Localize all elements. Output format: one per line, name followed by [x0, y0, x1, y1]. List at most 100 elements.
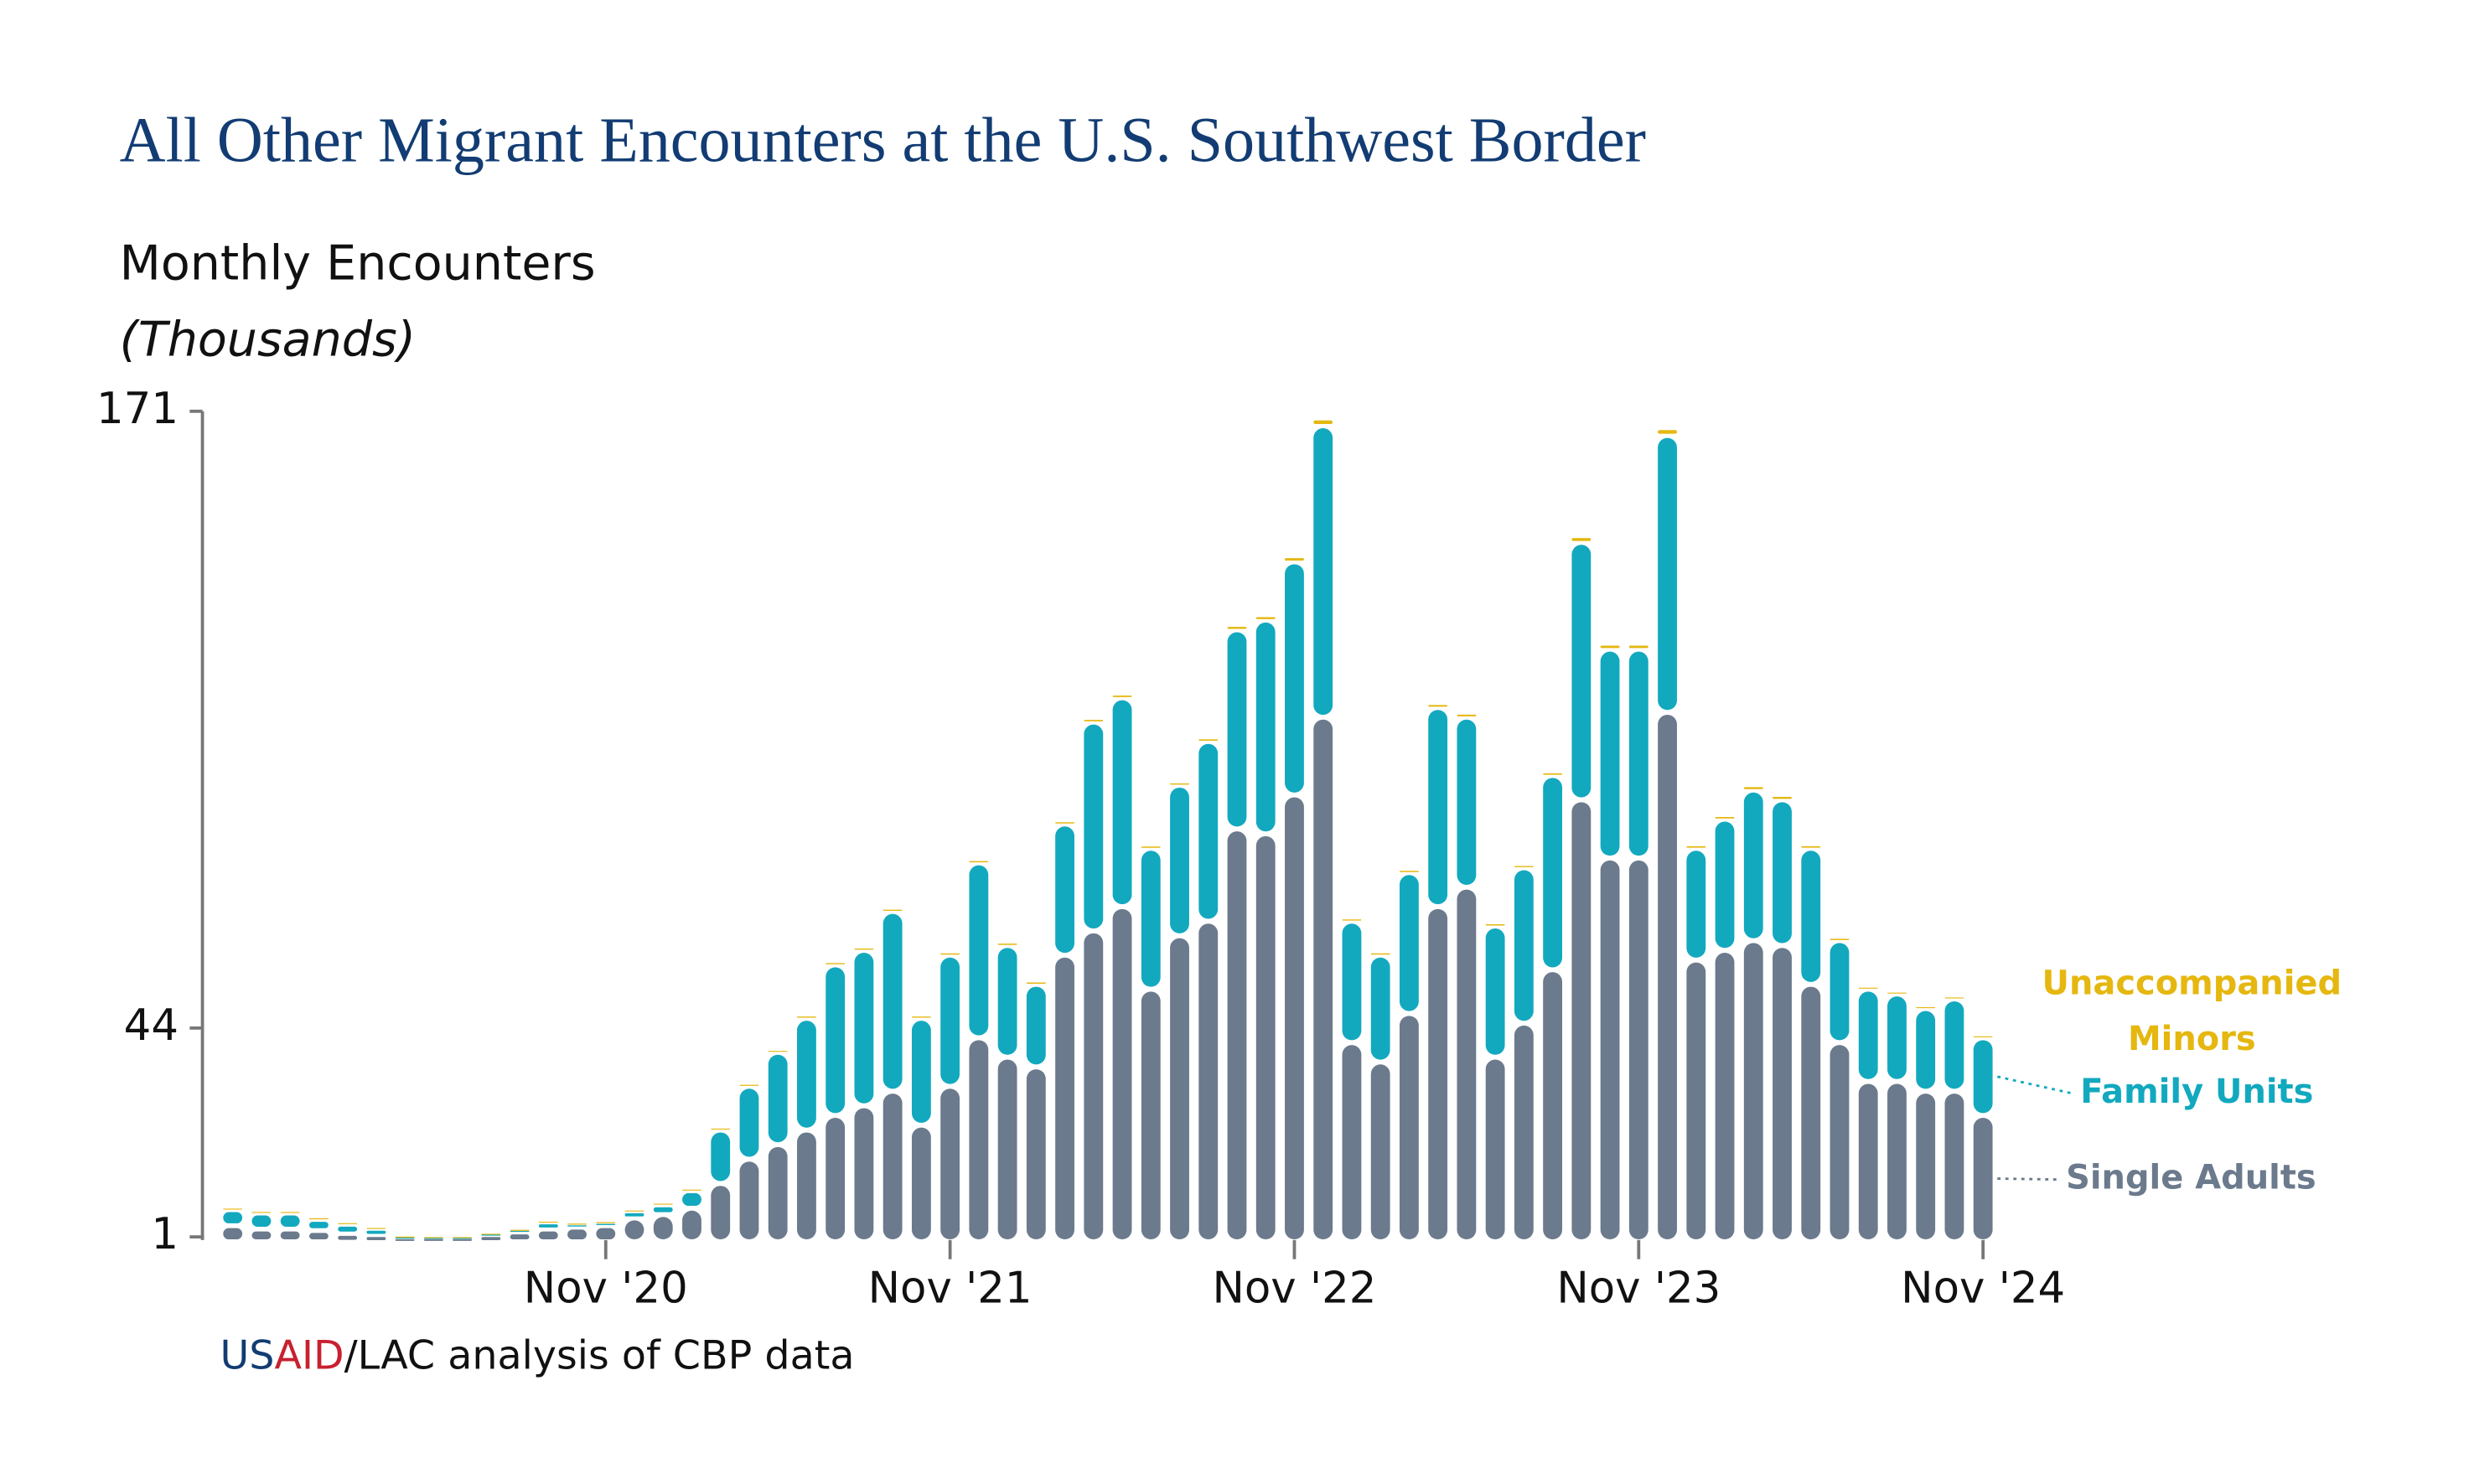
- bar-segment: [624, 1220, 644, 1240]
- bar-segment: [1112, 700, 1132, 905]
- bar-segment: [1428, 705, 1448, 707]
- bar-segment: [940, 1088, 960, 1240]
- bar-segment: [453, 1237, 473, 1238]
- bar-segment: [1313, 420, 1333, 425]
- bar-segment: [1715, 817, 1735, 819]
- bar-segment: [1285, 564, 1304, 793]
- bar-segment: [768, 1054, 788, 1143]
- bar-segment: [309, 1233, 329, 1240]
- y-tick-label: 44: [124, 1001, 179, 1051]
- bar-segment: [739, 1084, 759, 1086]
- bar-segment: [1112, 908, 1132, 1240]
- bar-segment: [338, 1226, 358, 1232]
- bar-segment: [940, 957, 960, 1084]
- y-axis-label: (Thousands): [120, 313, 416, 368]
- bar-segment: [1055, 957, 1074, 1240]
- bar-segment: [911, 1021, 931, 1123]
- bar-segment: [596, 1223, 616, 1226]
- bar-segment: [969, 865, 989, 1036]
- bar-segment: [510, 1230, 530, 1233]
- bar-segment: [1170, 938, 1189, 1240]
- bar-segment: [1428, 710, 1448, 905]
- bar-segment: [1944, 1094, 1964, 1240]
- bar-segment: [797, 1016, 816, 1018]
- bar-segment: [538, 1224, 558, 1228]
- chart-title: All Other Migrant Encounters at the U.S.…: [120, 106, 1646, 176]
- source-part: /LAC analysis of CBP data: [344, 1333, 855, 1379]
- bar-segment: [911, 1016, 931, 1018]
- legend-leader: [1996, 1075, 2073, 1095]
- bar-segment: [1628, 651, 1648, 856]
- bar-segment: [1887, 992, 1907, 994]
- bar-segment: [1084, 933, 1104, 1240]
- bar-segment: [1715, 821, 1735, 949]
- source-part: AID: [274, 1333, 344, 1379]
- bar-segment: [453, 1238, 473, 1241]
- y-tick-label: 1: [151, 1209, 179, 1259]
- bar-segment: [366, 1230, 386, 1234]
- bar-segment: [1170, 783, 1189, 785]
- bar-segment: [1916, 1011, 1936, 1089]
- bar-segment: [1514, 1025, 1534, 1240]
- bar-segment: [997, 1059, 1017, 1240]
- bar-segment: [1255, 622, 1276, 832]
- bar-segment: [251, 1212, 272, 1213]
- bar-segment: [1600, 651, 1620, 856]
- bar-segment: [682, 1192, 701, 1207]
- bar-segment: [1830, 938, 1850, 940]
- bar-segment: [251, 1215, 272, 1227]
- bar-segment: [567, 1225, 587, 1227]
- bar-segment: [1255, 617, 1276, 619]
- bar-segment: [538, 1221, 558, 1223]
- bar-segment: [481, 1234, 501, 1236]
- bar-segment: [997, 948, 1017, 1055]
- bar-segment: [251, 1231, 272, 1240]
- x-tick-label: Nov '23: [1556, 1264, 1721, 1314]
- bar-segment: [567, 1229, 587, 1240]
- bar-segment: [1543, 773, 1563, 775]
- bar-segment: [1944, 997, 1964, 999]
- bar-segment: [1830, 1045, 1850, 1240]
- bar-segment: [711, 1132, 731, 1182]
- bar-segment: [366, 1237, 386, 1241]
- bar-segment: [1285, 558, 1304, 561]
- bar-segment: [711, 1128, 731, 1130]
- bar-segment: [223, 1228, 243, 1240]
- bar-segment: [1773, 797, 1792, 799]
- bar-segment: [1342, 1045, 1362, 1240]
- bar-segment: [567, 1223, 587, 1225]
- bar-segment: [739, 1161, 759, 1240]
- bar-segment: [826, 967, 846, 1114]
- bar-segment: [1830, 943, 1850, 1041]
- source: USAID/LAC analysis of CBP data: [220, 1333, 854, 1379]
- bar-segment: [1084, 720, 1104, 721]
- bar-segment: [1370, 957, 1390, 1060]
- bar-segment: [1428, 908, 1448, 1240]
- bar-segment: [653, 1217, 673, 1240]
- bar-segment: [309, 1222, 329, 1228]
- bar-segment: [1858, 987, 1878, 989]
- bar-segment: [711, 1186, 731, 1240]
- bar-segment: [1858, 991, 1878, 1079]
- bar-segment: [1887, 996, 1907, 1079]
- bar-segment: [1743, 787, 1763, 789]
- bar-segment: [882, 1094, 903, 1240]
- bar-segment: [366, 1228, 386, 1229]
- bar-segment: [1026, 982, 1046, 984]
- y-tick-label: 171: [96, 384, 179, 434]
- bar-segment: [1686, 962, 1706, 1240]
- bar-segment: [1743, 943, 1763, 1240]
- bar-segment: [1628, 645, 1648, 649]
- bar-segment: [1543, 972, 1563, 1240]
- bar-segment: [1658, 437, 1677, 711]
- bar-segment: [280, 1212, 300, 1213]
- bar-segment: [1255, 835, 1276, 1240]
- bar-segment: [768, 1146, 788, 1240]
- bar-segment: [1801, 986, 1821, 1240]
- bar-segment: [1686, 845, 1706, 848]
- bar-segment: [596, 1228, 616, 1240]
- legend-label: Unaccompanied Minors: [2042, 964, 2342, 1059]
- bar-segment: [797, 1132, 816, 1240]
- bar-segment: [1084, 724, 1104, 929]
- bar-segment: [1571, 545, 1592, 798]
